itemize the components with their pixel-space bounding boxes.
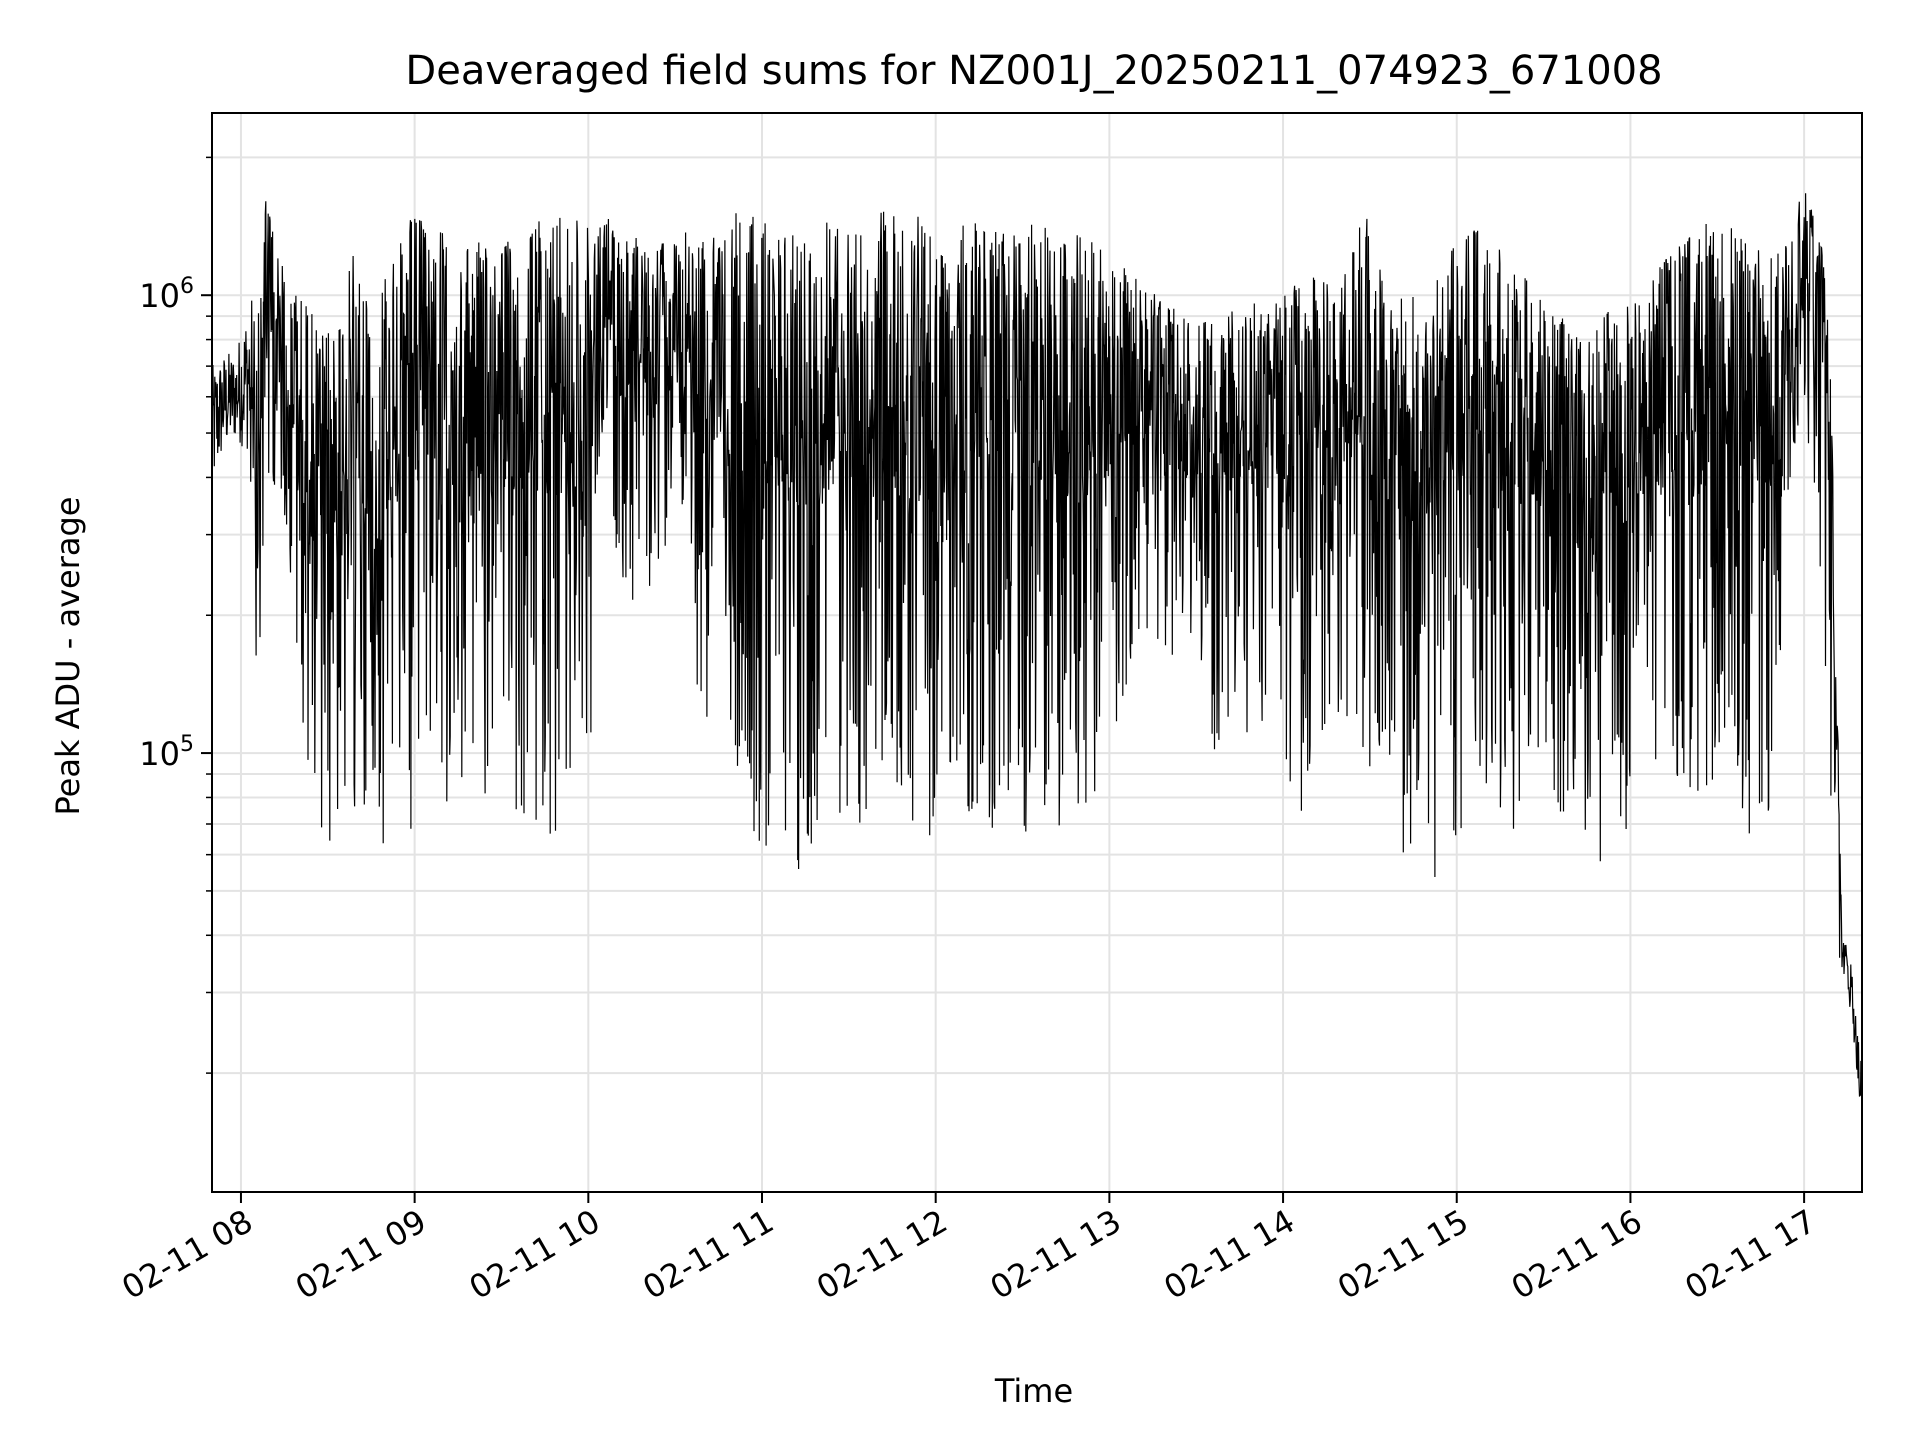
y-tick-label: 106 [139, 274, 194, 315]
plot-frame [211, 112, 1863, 1193]
series-layer [212, 193, 1862, 1097]
chart-title: Deaveraged field sums for NZ001J_2025021… [405, 48, 1662, 94]
series-line [212, 193, 1862, 1097]
y-axis-label: Peak ADU - average [49, 497, 87, 816]
y-tick-label: 105 [139, 732, 194, 773]
x-axis-label: Time [994, 1372, 1073, 1410]
